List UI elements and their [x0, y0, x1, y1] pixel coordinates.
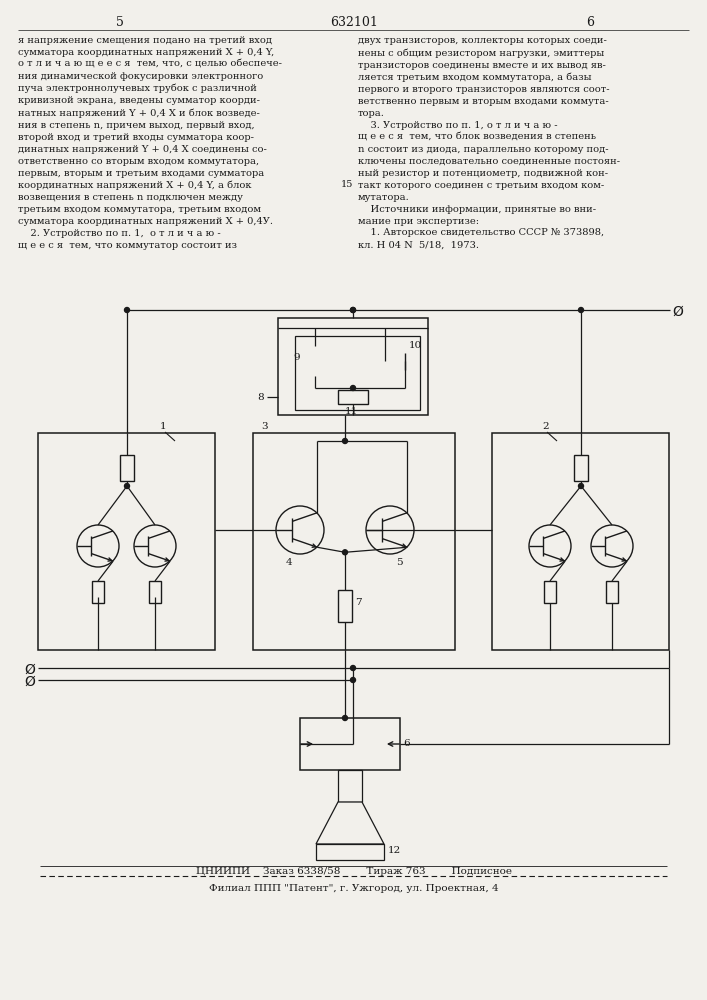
- Circle shape: [351, 678, 356, 682]
- Bar: [253, 433, 455, 650]
- Bar: [338, 590, 352, 622]
- Circle shape: [342, 550, 348, 555]
- Text: 5: 5: [116, 16, 124, 29]
- Text: 4: 4: [286, 558, 293, 567]
- Text: Ø: Ø: [24, 675, 35, 689]
- Text: Ø: Ø: [672, 305, 683, 319]
- Circle shape: [366, 506, 414, 554]
- Bar: [149, 581, 161, 603]
- Circle shape: [351, 308, 356, 312]
- Bar: [92, 581, 104, 603]
- Bar: [574, 455, 588, 481]
- Text: Ø: Ø: [24, 663, 35, 677]
- Bar: [338, 390, 368, 404]
- Text: 8: 8: [257, 393, 264, 402]
- Polygon shape: [316, 802, 384, 844]
- Circle shape: [591, 525, 633, 567]
- Circle shape: [124, 484, 129, 488]
- Bar: [492, 433, 669, 650]
- Text: 1: 1: [160, 422, 167, 431]
- Text: 12: 12: [388, 846, 402, 855]
- Text: 7: 7: [355, 598, 361, 607]
- Text: я напряжение смещения подано на третий вход
сумматора координатных напряжений X : я напряжение смещения подано на третий в…: [18, 36, 282, 250]
- Circle shape: [124, 308, 129, 312]
- Text: 9: 9: [293, 353, 300, 362]
- Text: ЦНИИПИ    Заказ 6338/58        Тираж 763        Подписное: ЦНИИПИ Заказ 6338/58 Тираж 763 Подписное: [196, 867, 512, 876]
- Text: 3: 3: [261, 422, 268, 431]
- Circle shape: [529, 525, 571, 567]
- Text: 6: 6: [403, 740, 409, 748]
- Text: 15: 15: [341, 180, 354, 189]
- Bar: [278, 318, 428, 415]
- Bar: [606, 581, 618, 603]
- Text: 6: 6: [586, 16, 594, 29]
- Circle shape: [276, 506, 324, 554]
- Circle shape: [351, 308, 356, 312]
- Circle shape: [351, 385, 356, 390]
- Circle shape: [351, 666, 356, 670]
- Bar: [295, 336, 420, 410]
- Circle shape: [578, 308, 583, 312]
- Bar: [316, 844, 384, 860]
- Text: Филиал ППП "Патент", г. Ужгород, ул. Проектная, 4: Филиал ППП "Патент", г. Ужгород, ул. Про…: [209, 884, 499, 893]
- Bar: [38, 433, 215, 650]
- Circle shape: [342, 716, 348, 720]
- Text: 11: 11: [345, 407, 358, 416]
- Text: 10: 10: [409, 341, 422, 350]
- Text: 5: 5: [396, 558, 402, 567]
- Circle shape: [134, 525, 176, 567]
- Bar: [544, 581, 556, 603]
- Bar: [300, 718, 400, 770]
- Bar: [338, 770, 362, 802]
- Circle shape: [77, 525, 119, 567]
- Circle shape: [578, 484, 583, 488]
- Bar: [120, 455, 134, 481]
- Circle shape: [342, 438, 348, 444]
- Text: двух транзисторов, коллекторы которых соеди-
нены с общим резистором нагрузки, э: двух транзисторов, коллекторы которых со…: [358, 36, 620, 249]
- Bar: [308, 346, 322, 376]
- Text: 2: 2: [542, 422, 549, 431]
- Text: 632101: 632101: [330, 16, 378, 29]
